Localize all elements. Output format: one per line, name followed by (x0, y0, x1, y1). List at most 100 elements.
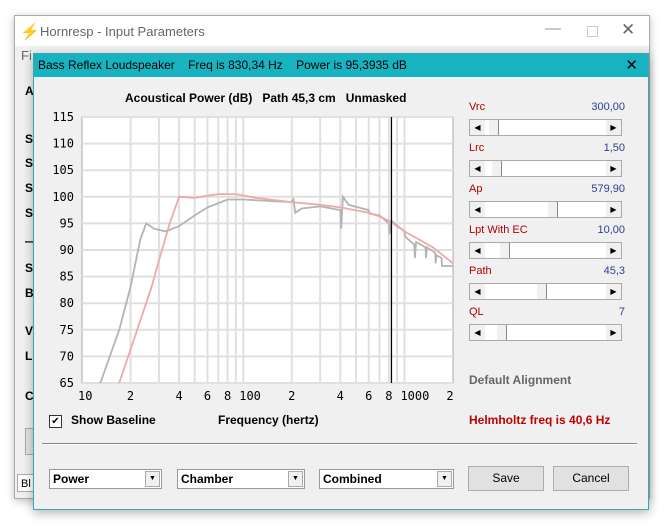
arrow-right-icon[interactable]: ▶ (606, 284, 621, 299)
save-button[interactable]: Save (468, 466, 544, 491)
x-tick-label: 4 (337, 389, 344, 403)
partial-label: V (25, 324, 34, 338)
x-tick-label: 1000 (400, 389, 429, 403)
arrow-left-icon[interactable]: ◀ (470, 325, 485, 340)
response-curve (118, 193, 454, 384)
arrow-right-icon[interactable]: ▶ (606, 325, 621, 340)
parameter-panel: Vrc 300,00 ◀ ▶ Lrc 1,50 ◀ ▶ Ap 579,90 ◀ … (462, 101, 642, 401)
main-title-bar: ⚡ Hornresp - Input Parameters — ✕ (15, 16, 649, 46)
close-main-button[interactable]: ✕ (621, 20, 636, 39)
arrow-left-icon[interactable]: ◀ (470, 120, 485, 135)
y-tick-label: 105 (52, 163, 74, 177)
partial-label: S (25, 206, 34, 220)
slider-thumb[interactable] (498, 243, 510, 258)
param-label: Lrc (469, 142, 485, 154)
partial-label: L (25, 349, 33, 363)
y-tick-label: 75 (60, 323, 74, 337)
param-label: Path (469, 265, 492, 277)
bass-reflex-dialog: Bass Reflex Loudspeaker Freq is 830,34 H… (33, 53, 649, 510)
menu-file[interactable]: Fi (21, 48, 32, 63)
param-label: Lpt With EC (469, 224, 528, 236)
partial-label: A (25, 84, 34, 98)
param-slider[interactable]: ◀ ▶ (469, 160, 622, 177)
main-window-title: Hornresp - Input Parameters (40, 24, 205, 39)
y-tick-label: 80 (60, 296, 74, 310)
helmholtz-label: Helmholtz freq is 40,6 Hz (469, 413, 611, 427)
x-tick-label: 8 (224, 389, 231, 403)
arrow-left-icon[interactable]: ◀ (470, 161, 485, 176)
minimize-button[interactable]: — (545, 20, 561, 37)
y-tick-label: 65 (60, 376, 74, 390)
close-dialog-button[interactable]: ✕ (625, 57, 638, 74)
y-tick-label: 115 (52, 110, 74, 124)
show-baseline-label[interactable]: Show Baseline (71, 413, 156, 427)
maximize-button[interactable] (587, 26, 598, 37)
partial-label: S (25, 181, 34, 195)
partial-label: C (25, 389, 34, 403)
param-slider[interactable]: ◀ ▶ (469, 201, 622, 218)
param-value: 10,00 (597, 224, 625, 236)
chart-heading: Acoustical Power (dB) Path 45,3 cm Unmas… (125, 91, 407, 105)
arrow-left-icon[interactable]: ◀ (470, 284, 485, 299)
arrow-right-icon[interactable]: ▶ (606, 161, 621, 176)
x-tick-label: 100 (239, 389, 261, 403)
arrow-left-icon[interactable]: ◀ (470, 202, 485, 217)
y-tick-label: 70 (60, 349, 74, 363)
y-tick-label: 100 (52, 190, 74, 204)
param-slider[interactable]: ◀ ▶ (469, 242, 622, 259)
power-combo[interactable]: Power ▼ (49, 469, 162, 489)
show-baseline-checkbox[interactable]: ✔ (49, 415, 62, 428)
partial-label: B (25, 286, 34, 300)
combined-combo-value: Combined (323, 472, 382, 486)
cancel-button[interactable]: Cancel (553, 466, 629, 491)
chamber-combo-value: Chamber (181, 472, 234, 486)
arrow-right-icon[interactable]: ▶ (606, 120, 621, 135)
y-tick-label: 110 (52, 137, 74, 151)
partial-label: S (25, 132, 34, 146)
param-value: 579,90 (591, 183, 625, 195)
param-label: Vrc (469, 101, 486, 113)
slider-thumb[interactable] (535, 284, 547, 299)
param-value: 45,3 (603, 265, 625, 277)
x-tick-label: 6 (365, 389, 372, 403)
partial-label: S (25, 156, 34, 170)
x-tick-label: 6 (204, 389, 211, 403)
combined-combo[interactable]: Combined ▼ (319, 469, 454, 489)
chevron-down-icon[interactable]: ▼ (437, 471, 452, 487)
power-combo-value: Power (53, 472, 90, 486)
default-alignment-label[interactable]: Default Alignment (469, 373, 572, 387)
x-tick-label: 10 (78, 389, 92, 403)
chevron-down-icon[interactable]: ▼ (288, 471, 303, 487)
x-tick-label: 4 (175, 389, 182, 403)
y-tick-label: 85 (60, 270, 74, 284)
param-value: 300,00 (591, 101, 625, 113)
arrow-left-icon[interactable]: ◀ (470, 243, 485, 258)
param-label: QL (469, 306, 484, 318)
slider-thumb[interactable] (496, 325, 508, 340)
y-tick-label: 90 (60, 243, 74, 257)
chevron-down-icon[interactable]: ▼ (145, 471, 160, 487)
divider (42, 443, 637, 445)
app-lightning-icon: ⚡ (20, 24, 40, 41)
slider-thumb[interactable] (547, 202, 559, 217)
param-value: 1,50 (603, 142, 625, 154)
param-slider[interactable]: ◀ ▶ (469, 283, 622, 300)
x-tick-label: 2 (288, 389, 295, 403)
status-field: Bl (17, 474, 37, 492)
dialog-title: Bass Reflex Loudspeaker Freq is 830,34 H… (38, 58, 407, 72)
arrow-right-icon[interactable]: ▶ (606, 202, 621, 217)
x-axis-label: Frequency (hertz) (218, 413, 319, 427)
param-value: 7 (618, 306, 625, 318)
x-tick-label: 2 (127, 389, 134, 403)
param-label: Ap (469, 183, 483, 195)
arrow-right-icon[interactable]: ▶ (606, 243, 621, 258)
baseline-curve (99, 194, 453, 384)
x-tick-label: 8 (385, 389, 392, 403)
param-slider[interactable]: ◀ ▶ (469, 119, 622, 136)
slider-thumb[interactable] (490, 161, 502, 176)
partial-label: S (25, 261, 34, 275)
chamber-combo[interactable]: Chamber ▼ (177, 469, 305, 489)
slider-thumb[interactable] (488, 120, 500, 135)
param-slider[interactable]: ◀ ▶ (469, 324, 622, 341)
